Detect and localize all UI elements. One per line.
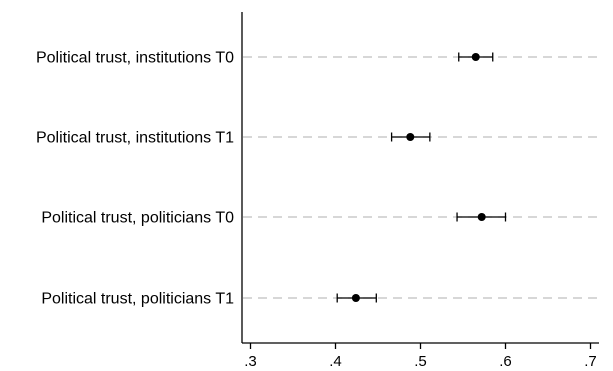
estimate-group — [336, 293, 377, 303]
category-label: Political trust, institutions T0 — [36, 50, 234, 67]
data-marks — [336, 52, 507, 303]
x-tick-label: .7 — [584, 353, 597, 370]
point-estimate — [477, 213, 486, 221]
category-labels: Political trust, institutions T0 Politica… — [36, 50, 234, 308]
point-estimate — [471, 53, 480, 61]
estimate-group — [458, 52, 494, 62]
category-label: Political trust, institutions T1 — [36, 130, 234, 147]
point-estimate — [351, 294, 360, 302]
x-tick-label: .4 — [329, 353, 342, 370]
estimate-group — [390, 132, 431, 142]
x-tick-label: .3 — [244, 353, 257, 370]
estimate-group — [456, 212, 507, 222]
x-tick-label: .5 — [414, 353, 427, 370]
category-label: Political trust, politicians T1 — [41, 291, 234, 308]
x-axis-ticks: .3 .4 .5 .6 .7 — [244, 343, 597, 370]
point-estimate — [406, 133, 415, 141]
category-label: Political trust, politicians T0 — [41, 210, 234, 227]
x-tick-label: .6 — [499, 353, 512, 370]
